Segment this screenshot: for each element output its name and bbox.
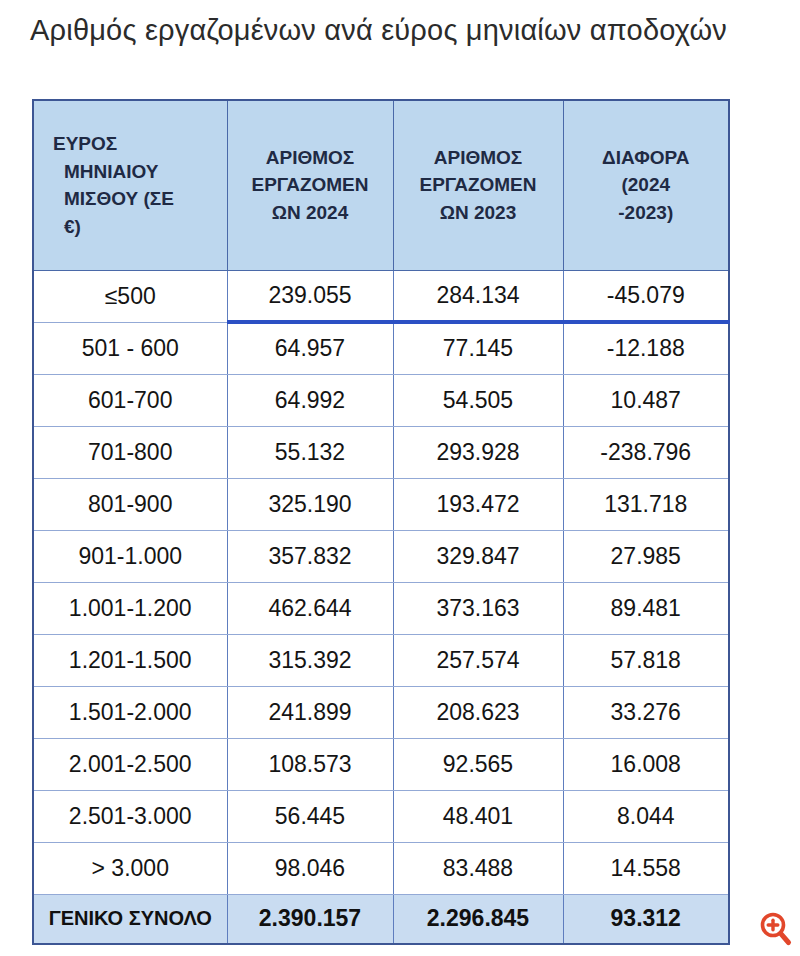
header-row: ΕΥΡΟΣ ΜΗΝΙΑΙΟΥ ΜΙΣΘΟΥ (ΣΕ €) ΑΡΙΘΜΟΣ ΕΡΓ…	[33, 100, 729, 270]
diff-cell: 131.718	[563, 478, 729, 530]
y2023-cell: 329.847	[393, 530, 563, 582]
table-row: 2.501-3.000 56.445 48.401 8.044	[33, 790, 729, 842]
total-y2023: 2.296.845	[393, 894, 563, 944]
range-cell: ≤500	[33, 270, 227, 322]
header-difference: ΔΙΑΦΟΡΑ (2024 -2023)	[563, 100, 729, 270]
table-row: 601-700 64.992 54.505 10.487	[33, 374, 729, 426]
y2024-cell: 462.644	[227, 582, 393, 634]
header-employees-2024: ΑΡΙΘΜΟΣ ΕΡΓΑΖΟΜΕΝ ΩΝ 2024	[227, 100, 393, 270]
table-row: 2.001-2.500 108.573 92.565 16.008	[33, 738, 729, 790]
table-row: 801-900 325.190 193.472 131.718	[33, 478, 729, 530]
table-row: ≤500 239.055 284.134 -45.079	[33, 270, 729, 322]
y2023-cell: 77.145	[393, 322, 563, 374]
total-row: ΓΕΝΙΚΟ ΣΥΝΟΛΟ 2.390.157 2.296.845 93.312	[33, 894, 729, 944]
y2024-cell: 241.899	[227, 686, 393, 738]
range-cell: 601-700	[33, 374, 227, 426]
range-cell: 1.501-2.000	[33, 686, 227, 738]
table-row: 1.201-1.500 315.392 257.574 57.818	[33, 634, 729, 686]
y2024-cell: 98.046	[227, 842, 393, 894]
total-label: ΓΕΝΙΚΟ ΣΥΝΟΛΟ	[33, 894, 227, 944]
y2023-cell: 373.163	[393, 582, 563, 634]
range-cell: 801-900	[33, 478, 227, 530]
diff-cell: 33.276	[563, 686, 729, 738]
range-cell: 501 - 600	[33, 322, 227, 374]
diff-cell: 16.008	[563, 738, 729, 790]
diff-cell: -12.188	[563, 322, 729, 374]
header-employees-2023: ΑΡΙΘΜΟΣ ΕΡΓΑΖΟΜΕΝ ΩΝ 2023	[393, 100, 563, 270]
range-cell: 1.001-1.200	[33, 582, 227, 634]
diff-cell: 14.558	[563, 842, 729, 894]
y2023-cell: 293.928	[393, 426, 563, 478]
diff-cell: 8.044	[563, 790, 729, 842]
y2023-cell: 54.505	[393, 374, 563, 426]
table-row: 701-800 55.132 293.928 -238.796	[33, 426, 729, 478]
y2024-cell: 325.190	[227, 478, 393, 530]
y2024-cell: 64.992	[227, 374, 393, 426]
range-cell: 2.501-3.000	[33, 790, 227, 842]
range-cell: 701-800	[33, 426, 227, 478]
table-row: 901-1.000 357.832 329.847 27.985	[33, 530, 729, 582]
y2024-cell: 108.573	[227, 738, 393, 790]
y2023-cell: 83.488	[393, 842, 563, 894]
y2023-cell: 48.401	[393, 790, 563, 842]
diff-cell: 27.985	[563, 530, 729, 582]
table-row: 1.001-1.200 462.644 373.163 89.481	[33, 582, 729, 634]
range-cell: 1.201-1.500	[33, 634, 227, 686]
diff-cell: 57.818	[563, 634, 729, 686]
y2024-cell: 239.055	[227, 270, 393, 322]
y2024-cell: 357.832	[227, 530, 393, 582]
salary-table: ΕΥΡΟΣ ΜΗΝΙΑΙΟΥ ΜΙΣΘΟΥ (ΣΕ €) ΑΡΙΘΜΟΣ ΕΡΓ…	[32, 99, 730, 945]
diff-cell: 10.487	[563, 374, 729, 426]
y2024-cell: 55.132	[227, 426, 393, 478]
y2024-cell: 64.957	[227, 322, 393, 374]
range-cell: 2.001-2.500	[33, 738, 227, 790]
diff-cell: 89.481	[563, 582, 729, 634]
y2023-cell: 208.623	[393, 686, 563, 738]
range-cell: > 3.000	[33, 842, 227, 894]
y2024-cell: 315.392	[227, 634, 393, 686]
y2023-cell: 193.472	[393, 478, 563, 530]
total-diff: 93.312	[563, 894, 729, 944]
page: Αριθμός εργαζομένων ανά εύρος μηνιαίων α…	[0, 0, 800, 956]
diff-cell: -238.796	[563, 426, 729, 478]
page-title: Αριθμός εργαζομένων ανά εύρος μηνιαίων α…	[0, 0, 800, 47]
y2023-cell: 257.574	[393, 634, 563, 686]
y2023-cell: 92.565	[393, 738, 563, 790]
range-cell: 901-1.000	[33, 530, 227, 582]
y2024-cell: 56.445	[227, 790, 393, 842]
diff-cell: -45.079	[563, 270, 729, 322]
y2023-cell: 284.134	[393, 270, 563, 322]
table-header: ΕΥΡΟΣ ΜΗΝΙΑΙΟΥ ΜΙΣΘΟΥ (ΣΕ €) ΑΡΙΘΜΟΣ ΕΡΓ…	[33, 100, 729, 270]
table-row: 1.501-2.000 241.899 208.623 33.276	[33, 686, 729, 738]
table-row: > 3.000 98.046 83.488 14.558	[33, 842, 729, 894]
table-row: 501 - 600 64.957 77.145 -12.188	[33, 322, 729, 374]
header-salary-range: ΕΥΡΟΣ ΜΗΝΙΑΙΟΥ ΜΙΣΘΟΥ (ΣΕ €)	[33, 100, 227, 270]
magnifier-plus-icon[interactable]	[758, 910, 794, 948]
total-y2024: 2.390.157	[227, 894, 393, 944]
